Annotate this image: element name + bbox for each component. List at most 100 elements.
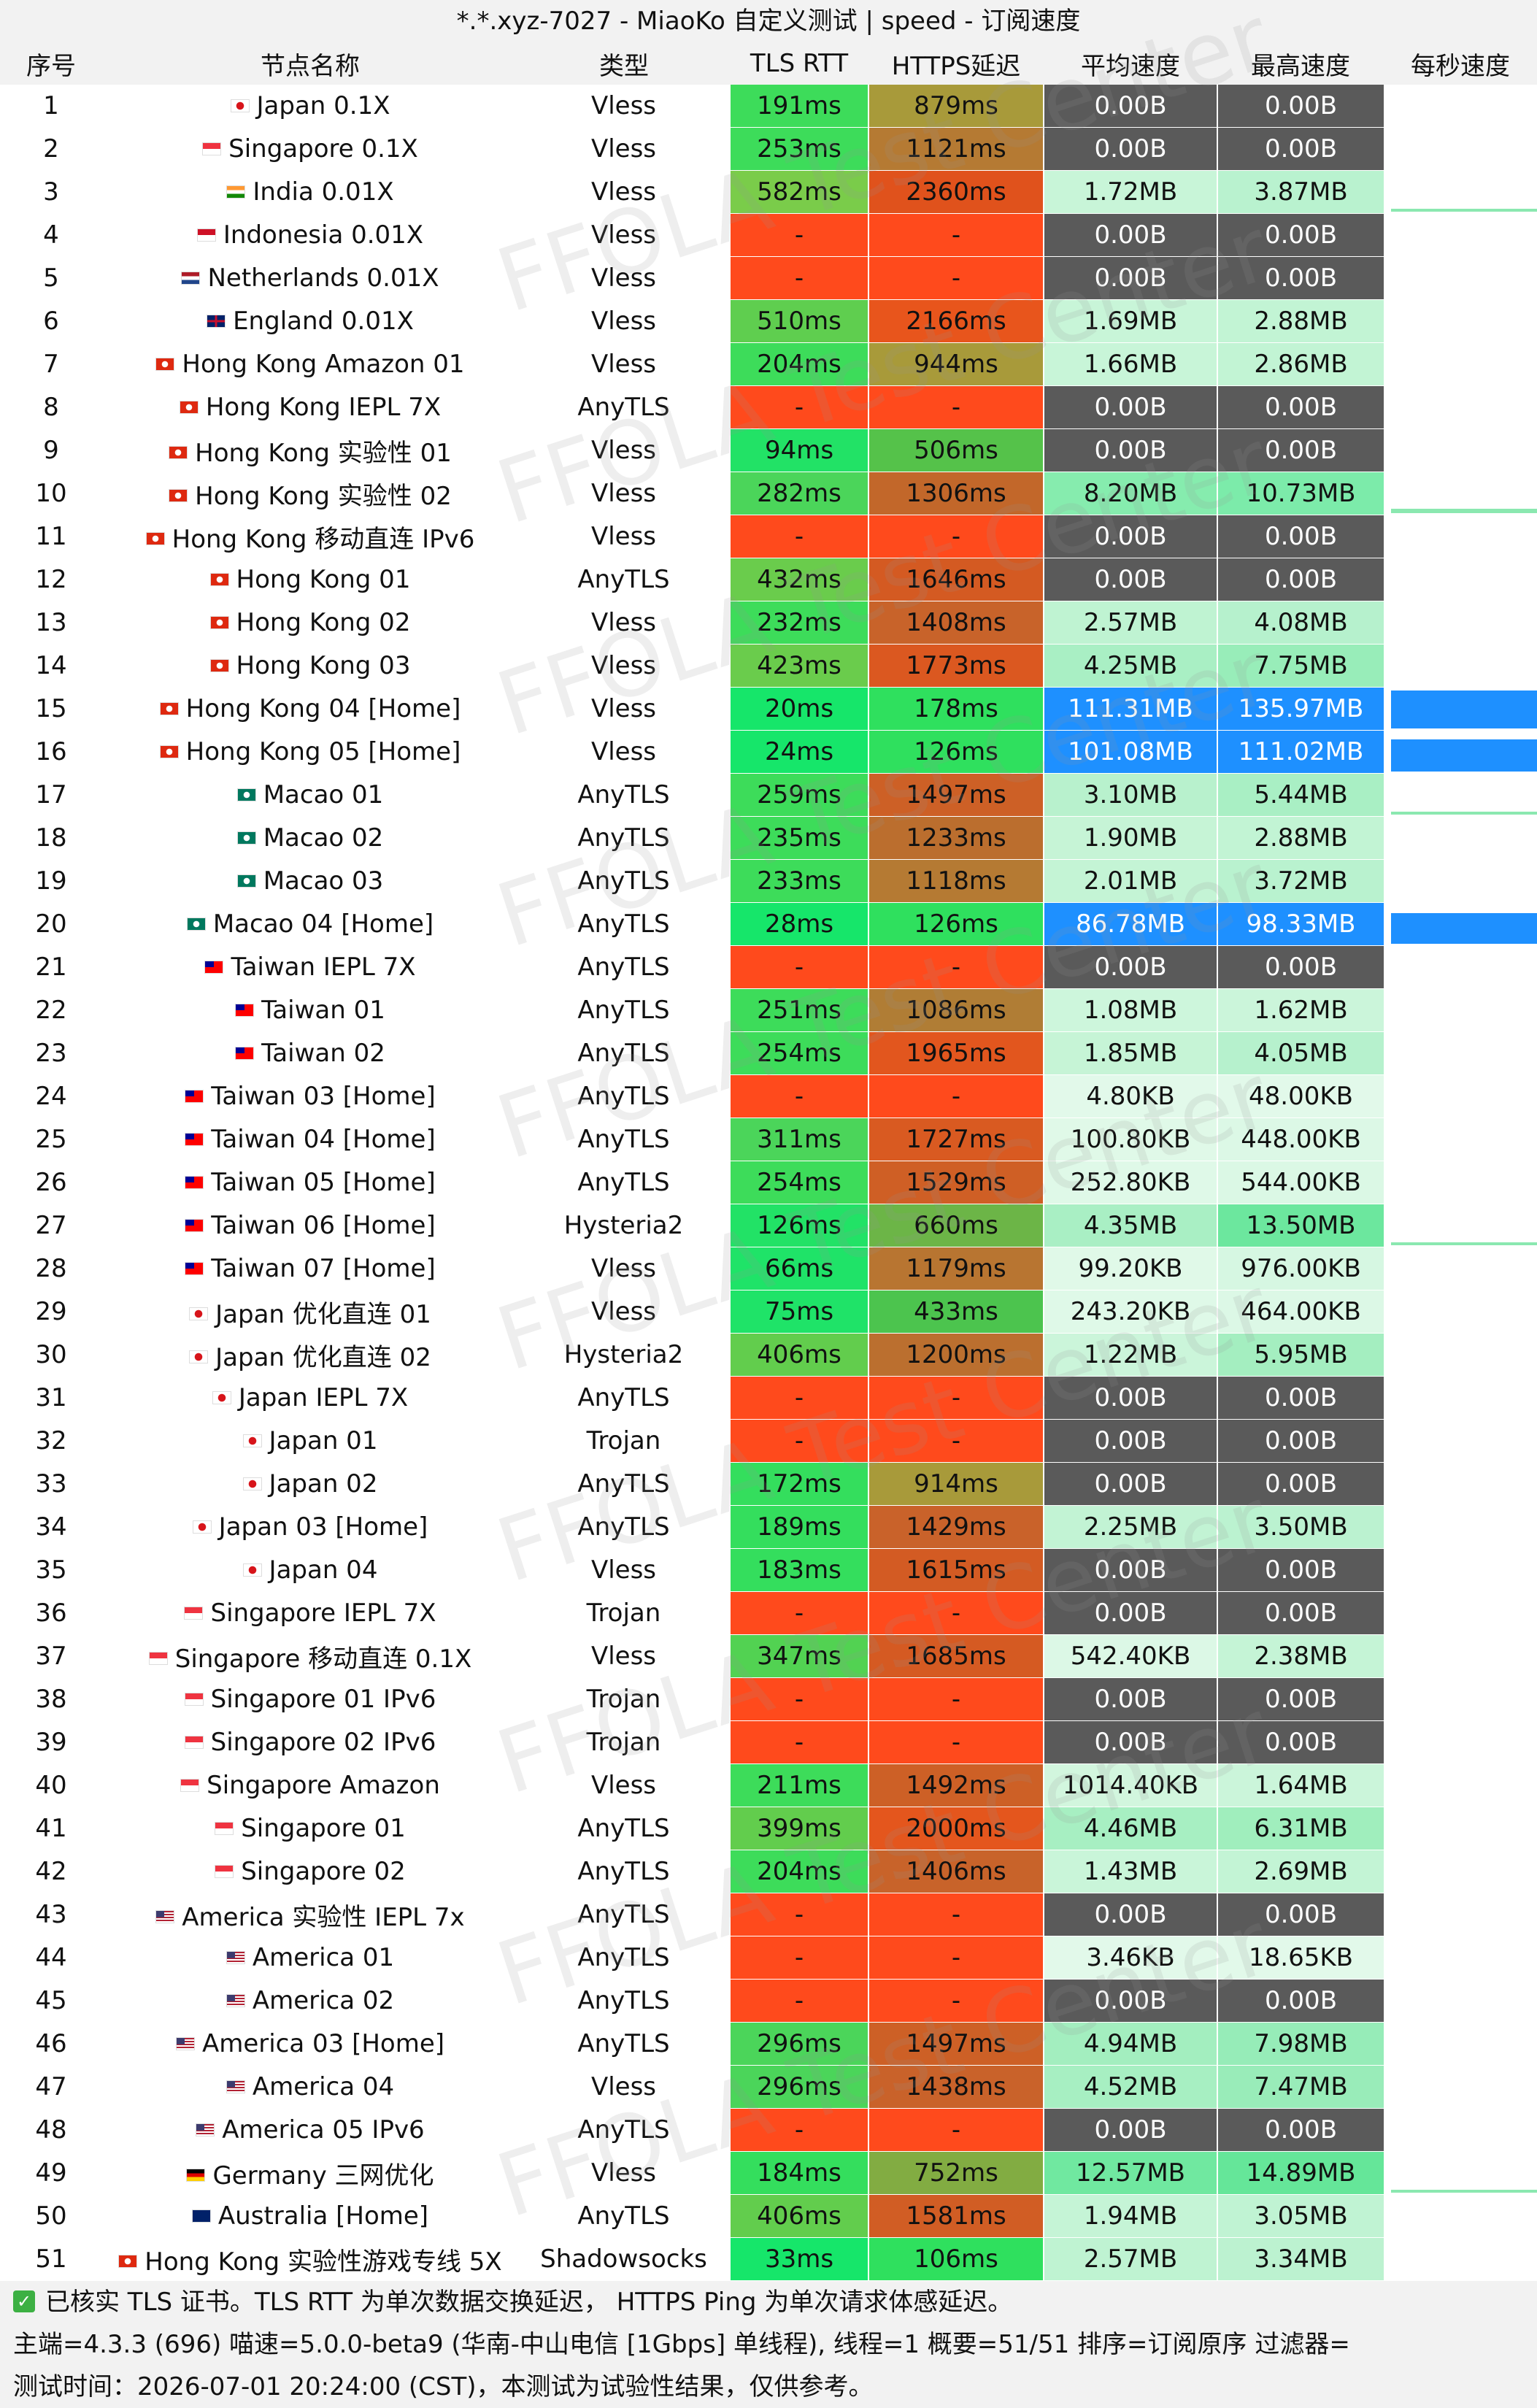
flag-icon: [192, 1520, 212, 1534]
row-index: 11: [0, 515, 102, 558]
protocol-type: AnyTLS: [518, 1376, 730, 1420]
row-index: 39: [0, 1720, 102, 1764]
https-latency-cell: -: [868, 945, 1044, 989]
sparkline-bar: [1391, 739, 1537, 772]
row-index: 8: [0, 385, 102, 429]
flag-icon: [159, 701, 179, 715]
row-index: 42: [0, 1850, 102, 1893]
flag-icon: [242, 1563, 262, 1577]
per-second-sparkline: [1384, 85, 1537, 128]
per-second-sparkline: [1384, 2065, 1537, 2109]
tls-rtt-cell: -: [729, 1677, 868, 1721]
tls-rtt-cell: 204ms: [729, 1850, 868, 1893]
node-name: Taiwan 06 [Home]: [211, 1211, 436, 1240]
table-row: 50 Australia [Home] AnyTLS 406ms 1581ms …: [0, 2194, 1537, 2238]
max-speed-cell: 544.00KB: [1217, 1161, 1384, 1204]
node-name-cell: Netherlands 0.01X: [102, 256, 518, 300]
node-name-cell: Australia [Home]: [102, 2194, 518, 2238]
tls-rtt-cell: 204ms: [729, 342, 868, 386]
max-speed-cell: 4.05MB: [1217, 1031, 1384, 1075]
max-speed-cell: 2.86MB: [1217, 342, 1384, 386]
max-speed-cell: 111.02MB: [1217, 730, 1384, 774]
per-second-sparkline: [1384, 472, 1537, 515]
max-speed-cell: 0.00B: [1217, 515, 1384, 558]
node-name-cell: Singapore 02: [102, 1850, 518, 1893]
protocol-type: Vless: [518, 428, 730, 472]
flag-icon: [236, 874, 256, 888]
header-https-latency: HTTPS延迟: [868, 42, 1044, 85]
https-latency-cell: 1685ms: [868, 1634, 1044, 1678]
node-name: Singapore 02 IPv6: [210, 1728, 436, 1757]
max-speed-cell: 3.34MB: [1217, 2237, 1384, 2281]
table-row: 27 Taiwan 06 [Home] Hysteria2 126ms 660m…: [0, 1204, 1537, 1247]
max-speed-cell: 3.72MB: [1217, 859, 1384, 903]
tls-rtt-cell: 184ms: [729, 2151, 868, 2195]
avg-speed-cell: 0.00B: [1043, 1462, 1217, 1506]
protocol-type: AnyTLS: [518, 385, 730, 429]
https-latency-cell: 1179ms: [868, 1247, 1044, 1290]
protocol-type: Vless: [518, 515, 730, 558]
node-name-cell: Singapore 0.1X: [102, 127, 518, 171]
https-latency-cell: 2166ms: [868, 299, 1044, 343]
per-second-sparkline: [1384, 2237, 1537, 2281]
per-second-sparkline: [1384, 213, 1537, 257]
max-speed-cell: 7.47MB: [1217, 2065, 1384, 2109]
node-name-cell: America 04: [102, 2065, 518, 2109]
table-row: 14 Hong Kong 03 Vless 423ms 1773ms 4.25M…: [0, 644, 1537, 688]
tls-rtt-cell: 253ms: [729, 127, 868, 171]
tls-rtt-cell: -: [729, 1591, 868, 1635]
row-index: 7: [0, 342, 102, 386]
row-index: 14: [0, 644, 102, 688]
tls-rtt-cell: 406ms: [729, 2194, 868, 2238]
tls-rtt-cell: -: [729, 1074, 868, 1118]
https-latency-cell: 1121ms: [868, 127, 1044, 171]
flag-icon: [215, 1864, 234, 1878]
avg-speed-cell: 0.00B: [1043, 1591, 1217, 1635]
table-row: 7 Hong Kong Amazon 01 Vless 204ms 944ms …: [0, 342, 1537, 386]
https-latency-cell: -: [868, 1376, 1044, 1420]
table-row: 15 Hong Kong 04 [Home] Vless 20ms 178ms …: [0, 687, 1537, 731]
node-name-cell: America 01: [102, 1936, 518, 1980]
node-name: Taiwan 02: [261, 1039, 385, 1068]
node-name: Japan 优化直连 02: [215, 1342, 431, 1372]
per-second-sparkline: [1384, 1634, 1537, 1678]
tls-rtt-cell: 28ms: [729, 902, 868, 946]
table-row: 47 America 04 Vless 296ms 1438ms 4.52MB …: [0, 2065, 1537, 2109]
protocol-type: AnyTLS: [518, 945, 730, 989]
row-index: 27: [0, 1204, 102, 1247]
protocol-type: AnyTLS: [518, 1936, 730, 1980]
row-index: 15: [0, 687, 102, 731]
https-latency-cell: 106ms: [868, 2237, 1044, 2281]
row-index: 35: [0, 1548, 102, 1592]
protocol-type: AnyTLS: [518, 1462, 730, 1506]
table-row: 51 Hong Kong 实验性游戏专线 5X Shadowsocks 33ms…: [0, 2237, 1537, 2281]
tls-rtt-cell: 399ms: [729, 1807, 868, 1850]
header-per-second-speed: 每秒速度: [1384, 42, 1537, 85]
tls-rtt-cell: -: [729, 1376, 868, 1420]
avg-speed-cell: 4.25MB: [1043, 644, 1217, 688]
check-icon: ✓: [13, 2290, 35, 2312]
https-latency-cell: 1615ms: [868, 1548, 1044, 1592]
node-name: America 04: [252, 2072, 395, 2101]
avg-speed-cell: 1.72MB: [1043, 170, 1217, 214]
https-latency-cell: -: [868, 1074, 1044, 1118]
row-index: 13: [0, 601, 102, 645]
max-speed-cell: 3.87MB: [1217, 170, 1384, 214]
row-index: 28: [0, 1247, 102, 1290]
row-index: 29: [0, 1290, 102, 1334]
max-speed-cell: 14.89MB: [1217, 2151, 1384, 2195]
node-name: Hong Kong 实验性 01: [195, 438, 452, 468]
avg-speed-cell: 0.00B: [1043, 256, 1217, 300]
https-latency-cell: 1497ms: [868, 2022, 1044, 2066]
node-name-cell: Macao 01: [102, 773, 518, 817]
protocol-type: AnyTLS: [518, 1807, 730, 1850]
protocol-type: Trojan: [518, 1677, 730, 1721]
report-title: *.*.xyz-7027 - MiaoKo 自定义测试 | speed - 订阅…: [0, 0, 1537, 42]
node-name-cell: Japan 0.1X: [102, 85, 518, 128]
table-row: 48 America 05 IPv6 AnyTLS - - 0.00B 0.00…: [0, 2108, 1537, 2152]
tls-rtt-cell: 582ms: [729, 170, 868, 214]
tls-rtt-cell: 282ms: [729, 472, 868, 515]
https-latency-cell: 1086ms: [868, 988, 1044, 1032]
https-latency-cell: 752ms: [868, 2151, 1044, 2195]
node-name-cell: Hong Kong 移动直连 IPv6: [102, 515, 518, 558]
